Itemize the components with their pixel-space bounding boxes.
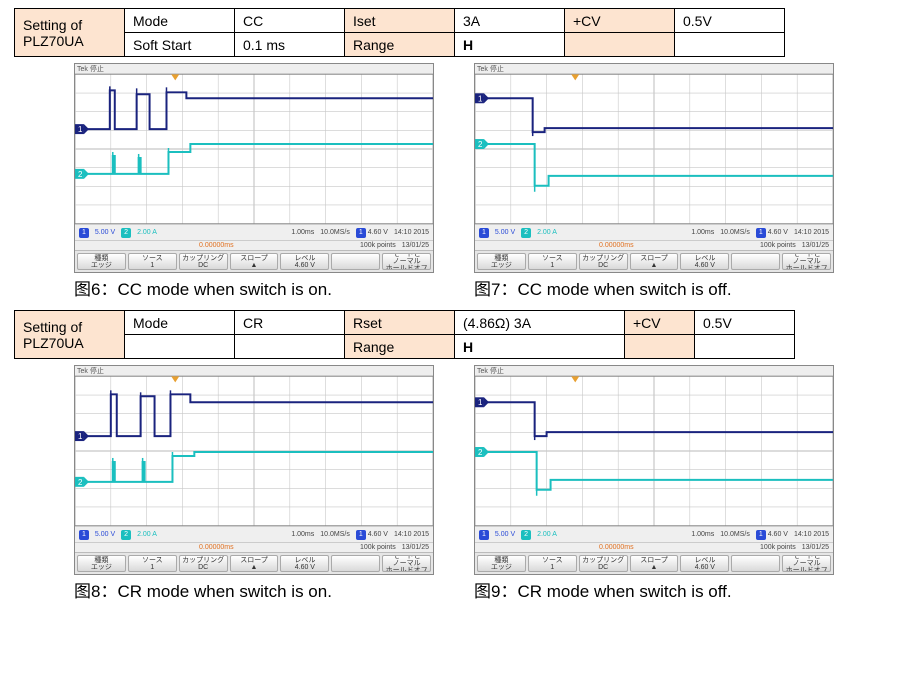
scope-readout: 15.00 V22.00 A1.00ms10.0MS/s1 4.60 V14:1… (75, 224, 433, 240)
caption-7: 图7：CC mode when switch is off. (474, 275, 732, 300)
t2-set-v: (4.86Ω) 3A (455, 311, 625, 335)
scope-readout-2: 0.00000ms100k points13/01/25 (475, 542, 833, 552)
scope-softkey-6[interactable]: モードとノーマルホールドオフ (782, 253, 831, 270)
t2-b-l: Range (345, 335, 455, 359)
scope-softkey-2[interactable]: カップリングDC (179, 555, 228, 572)
t2-cv-v: 0.5V (695, 311, 795, 335)
scope-softkey-0[interactable]: 種類エッジ (477, 253, 526, 270)
scope-softkey-2[interactable]: カップリングDC (579, 253, 628, 270)
scope-softkey-1[interactable]: ソース1 (528, 555, 577, 572)
table2-side: Setting of PLZ70UA (15, 311, 125, 359)
scope-readout-2: 0.00000ms100k points13/01/25 (75, 542, 433, 552)
scope-screen: 12 (75, 376, 433, 526)
t1-c-l (565, 33, 675, 57)
scope-6: Tek 停止1215.00 V22.00 A1.00ms10.0MS/s1 4.… (74, 63, 434, 273)
scope-softkey-3[interactable]: スロープ▲ (630, 555, 679, 572)
t2-mode-l: Mode (125, 311, 235, 335)
scope-softkey-6[interactable]: モードとノーマルホールドオフ (782, 555, 831, 572)
figure-6: Tek 停止1215.00 V22.00 A1.00ms10.0MS/s1 4.… (74, 63, 434, 300)
t1-b-l: Range (345, 33, 455, 57)
scope-softkey-6[interactable]: モードとノーマルホールドオフ (382, 555, 431, 572)
scope-status-bar: Tek 停止 (475, 64, 833, 74)
scope-softkey-1[interactable]: ソース1 (528, 253, 577, 270)
t1-c-v (675, 33, 785, 57)
scope-readout-2: 0.00000ms100k points13/01/25 (475, 240, 833, 250)
t1-mode-v: CC (235, 9, 345, 33)
scope-readout: 15.00 V22.00 A1.00ms10.0MS/s1 4.60 V14:1… (475, 224, 833, 240)
figure-row-2: Tek 停止1215.00 V22.00 A1.00ms10.0MS/s1 4.… (14, 365, 887, 602)
t2-b-v: H (455, 335, 625, 359)
scope-softkey-row: 種類エッジソース1カップリングDCスロープ▲レベル4.60 V モードとノーマルホ… (75, 552, 433, 574)
scope-screen: 12 (475, 376, 833, 526)
scope-softkey-5[interactable] (731, 253, 780, 270)
scope-softkey-row: 種類エッジソース1カップリングDCスロープ▲レベル4.60 V モードとノーマルホ… (475, 250, 833, 272)
scope-softkey-1[interactable]: ソース1 (128, 555, 177, 572)
t1-cv-l: +CV (565, 9, 675, 33)
t1-a-l: Soft Start (125, 33, 235, 57)
scope-softkey-0[interactable]: 種類エッジ (77, 253, 126, 270)
figure-9: Tek 停止1215.00 V22.00 A1.00ms10.0MS/s1 4.… (474, 365, 834, 602)
t1-set-v: 3A (455, 9, 565, 33)
svg-text:2: 2 (78, 170, 83, 179)
settings-table-2: Setting of PLZ70UA Mode CR Rset (4.86Ω) … (14, 310, 795, 359)
caption-9: 图9：CR mode when switch is off. (474, 577, 732, 602)
scope-softkey-5[interactable] (331, 253, 380, 270)
scope-8: Tek 停止1215.00 V22.00 A1.00ms10.0MS/s1 4.… (74, 365, 434, 575)
t1-cv-v: 0.5V (675, 9, 785, 33)
t1-a-v: 0.1 ms (235, 33, 345, 57)
scope-status-bar: Tek 停止 (475, 366, 833, 376)
scope-softkey-4[interactable]: レベル4.60 V (280, 253, 329, 270)
scope-status-bar: Tek 停止 (75, 366, 433, 376)
t2-a-l (125, 335, 235, 359)
scope-softkey-2[interactable]: カップリングDC (579, 555, 628, 572)
scope-readout-2: 0.00000ms100k points13/01/25 (75, 240, 433, 250)
scope-softkey-3[interactable]: スロープ▲ (630, 253, 679, 270)
scope-status-bar: Tek 停止 (75, 64, 433, 74)
t2-c-l (625, 335, 695, 359)
scope-softkey-row: 種類エッジソース1カップリングDCスロープ▲レベル4.60 V モードとノーマルホ… (475, 552, 833, 574)
scope-softkey-4[interactable]: レベル4.60 V (280, 555, 329, 572)
scope-readout: 15.00 V22.00 A1.00ms10.0MS/s1 4.60 V14:1… (75, 526, 433, 542)
scope-softkey-2[interactable]: カップリングDC (179, 253, 228, 270)
t2-set-l: Rset (345, 311, 455, 335)
svg-text:2: 2 (478, 140, 483, 149)
svg-text:1: 1 (478, 398, 483, 407)
scope-softkey-1[interactable]: ソース1 (128, 253, 177, 270)
t1-b-v: H (455, 33, 565, 57)
t2-a-v (235, 335, 345, 359)
scope-softkey-row: 種類エッジソース1カップリングDCスロープ▲レベル4.60 V モードとノーマルホ… (75, 250, 433, 272)
figure-8: Tek 停止1215.00 V22.00 A1.00ms10.0MS/s1 4.… (74, 365, 434, 602)
caption-6: 图6：CC mode when switch is on. (74, 275, 332, 300)
svg-text:1: 1 (78, 432, 83, 441)
scope-softkey-4[interactable]: レベル4.60 V (680, 555, 729, 572)
scope-softkey-6[interactable]: モードとノーマルホールドオフ (382, 253, 431, 270)
scope-softkey-0[interactable]: 種類エッジ (77, 555, 126, 572)
svg-text:2: 2 (78, 478, 83, 487)
scope-softkey-0[interactable]: 種類エッジ (477, 555, 526, 572)
t2-mode-v: CR (235, 311, 345, 335)
table1-side: Setting of PLZ70UA (15, 9, 125, 57)
scope-softkey-5[interactable] (731, 555, 780, 572)
scope-9: Tek 停止1215.00 V22.00 A1.00ms10.0MS/s1 4.… (474, 365, 834, 575)
svg-text:1: 1 (78, 125, 83, 134)
scope-screen: 12 (75, 74, 433, 224)
svg-text:2: 2 (478, 448, 483, 457)
scope-readout: 15.00 V22.00 A1.00ms10.0MS/s1 4.60 V14:1… (475, 526, 833, 542)
svg-text:1: 1 (478, 94, 483, 103)
t2-c-v (695, 335, 795, 359)
scope-7: Tek 停止1215.00 V22.00 A1.00ms10.0MS/s1 4.… (474, 63, 834, 273)
figure-row-1: Tek 停止1215.00 V22.00 A1.00ms10.0MS/s1 4.… (14, 63, 887, 300)
t1-set-l: Iset (345, 9, 455, 33)
scope-softkey-3[interactable]: スロープ▲ (230, 253, 279, 270)
scope-softkey-5[interactable] (331, 555, 380, 572)
scope-screen: 12 (475, 74, 833, 224)
caption-8: 图8：CR mode when switch is on. (74, 577, 332, 602)
scope-softkey-3[interactable]: スロープ▲ (230, 555, 279, 572)
t2-cv-l: +CV (625, 311, 695, 335)
figure-7: Tek 停止1215.00 V22.00 A1.00ms10.0MS/s1 4.… (474, 63, 834, 300)
t1-mode-l: Mode (125, 9, 235, 33)
scope-softkey-4[interactable]: レベル4.60 V (680, 253, 729, 270)
settings-table-1: Setting of PLZ70UA Mode CC Iset 3A +CV 0… (14, 8, 785, 57)
